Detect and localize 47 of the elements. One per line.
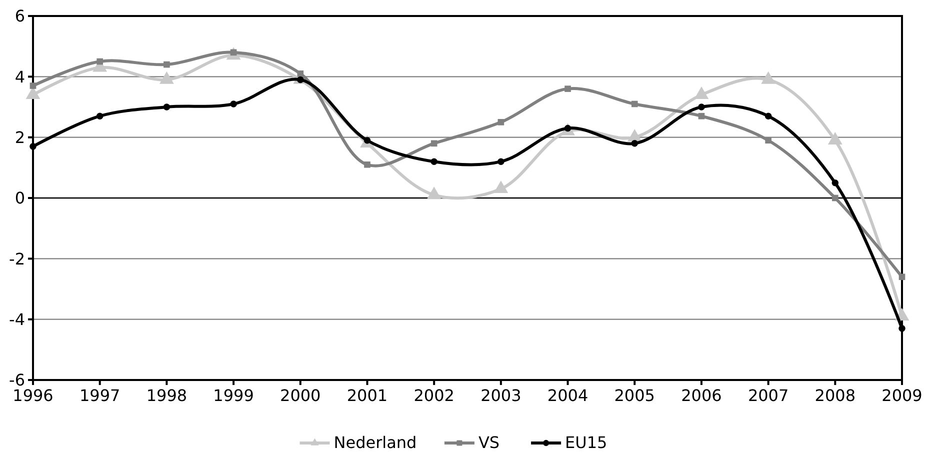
- point: [96, 58, 104, 65]
- point: [364, 161, 370, 168]
- x-tick-label: 2008: [814, 386, 856, 405]
- x-tick-label: 2001: [346, 386, 388, 405]
- x-tick-label: 2003: [480, 386, 522, 405]
- y-tick-label: 4: [14, 67, 25, 86]
- x-tick-label: 2004: [547, 386, 588, 405]
- point: [96, 112, 104, 120]
- y-tick-label: 0: [14, 188, 25, 208]
- x-tick-label: 2005: [614, 386, 655, 405]
- point: [430, 140, 438, 147]
- y-tick-label: 2: [14, 128, 25, 147]
- x-tick-label: 2000: [280, 386, 321, 405]
- x-tick-label: 1997: [79, 386, 120, 405]
- point: [498, 119, 504, 126]
- point: [164, 61, 170, 68]
- point: [698, 112, 705, 120]
- point: [898, 274, 906, 280]
- point: [832, 179, 839, 186]
- point: [832, 194, 838, 202]
- x-tick-label: 2006: [681, 386, 722, 405]
- point: [765, 137, 772, 144]
- point: [631, 140, 638, 147]
- y-tick-label: -4: [9, 310, 25, 329]
- point: [498, 158, 504, 165]
- x-tick-label: 1998: [146, 386, 188, 405]
- point: [430, 158, 438, 165]
- point: [163, 104, 170, 110]
- point: [297, 70, 304, 77]
- point: [230, 100, 237, 108]
- legend-label: VS: [478, 433, 500, 452]
- legend-label: Nederland: [334, 433, 417, 452]
- point: [764, 112, 772, 120]
- y-tick-label: -2: [9, 249, 25, 268]
- point: [30, 82, 36, 89]
- legend-label: EU15: [565, 433, 608, 452]
- x-tick-label: 2007: [748, 386, 789, 405]
- point: [898, 325, 906, 332]
- x-tick-label: 1999: [213, 386, 254, 405]
- point: [297, 76, 304, 84]
- point: [631, 100, 638, 108]
- point: [30, 143, 36, 150]
- x-tick-label: 2009: [882, 386, 922, 405]
- x-tick-label: 2002: [414, 386, 454, 405]
- y-tick-label: 6: [14, 6, 25, 26]
- point: [698, 104, 705, 110]
- point: [564, 86, 571, 92]
